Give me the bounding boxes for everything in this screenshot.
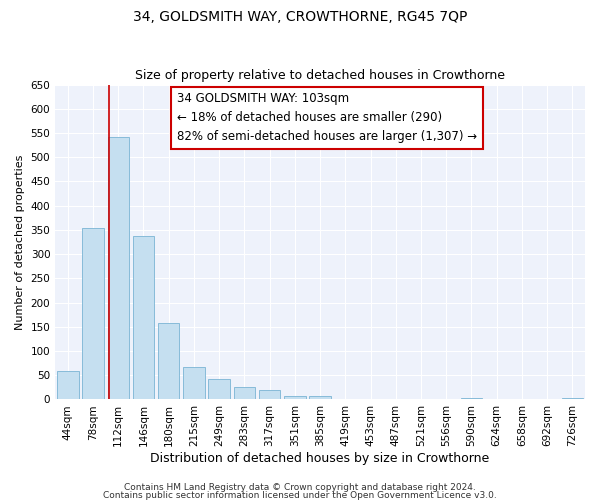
Title: Size of property relative to detached houses in Crowthorne: Size of property relative to detached ho… (135, 69, 505, 82)
Text: 34 GOLDSMITH WAY: 103sqm
← 18% of detached houses are smaller (290)
82% of semi-: 34 GOLDSMITH WAY: 103sqm ← 18% of detach… (177, 92, 477, 144)
Bar (284, 396, 305, 400)
Bar (57, 372, 79, 400)
X-axis label: Distribution of detached houses by size in Crowthorne: Distribution of detached houses by size … (151, 452, 490, 465)
Bar (461, 398, 482, 400)
Bar (133, 236, 154, 400)
Bar (107, 137, 129, 400)
Bar (183, 366, 205, 400)
Bar (562, 398, 583, 400)
Bar (233, 388, 255, 400)
Text: 34, GOLDSMITH WAY, CROWTHORNE, RG45 7QP: 34, GOLDSMITH WAY, CROWTHORNE, RG45 7QP (133, 10, 467, 24)
Bar (82, 228, 104, 400)
Text: Contains HM Land Registry data © Crown copyright and database right 2024.: Contains HM Land Registry data © Crown c… (124, 484, 476, 492)
Y-axis label: Number of detached properties: Number of detached properties (15, 154, 25, 330)
Bar (208, 379, 230, 400)
Bar (259, 390, 280, 400)
Text: Contains public sector information licensed under the Open Government Licence v3: Contains public sector information licen… (103, 490, 497, 500)
Bar (158, 323, 179, 400)
Bar (310, 396, 331, 400)
